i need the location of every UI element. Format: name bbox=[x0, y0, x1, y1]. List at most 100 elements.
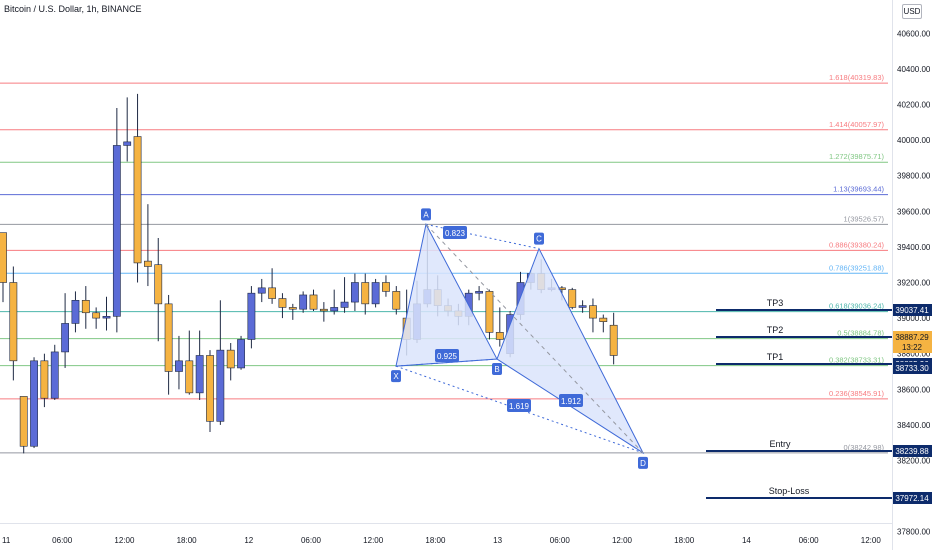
candle-down bbox=[9, 282, 18, 362]
x-tick-label: 12 bbox=[244, 536, 253, 545]
price-axis-label: 38733.30 bbox=[893, 362, 932, 374]
candle-up bbox=[112, 145, 121, 317]
target-label: Entry bbox=[769, 439, 791, 449]
candle-down bbox=[288, 307, 297, 310]
currency-button[interactable]: USD bbox=[902, 4, 922, 19]
price-axis-label-bg bbox=[893, 362, 932, 374]
candle-down bbox=[0, 232, 7, 283]
harmonic-ratio-label: 0.823 bbox=[445, 229, 466, 238]
candle-up bbox=[123, 141, 132, 146]
price-axis-label-text: 38733.30 bbox=[895, 364, 929, 373]
harmonic-point-label: X bbox=[393, 372, 399, 381]
price-axis-label-bg bbox=[893, 331, 932, 353]
price-axis-label-bg bbox=[893, 445, 932, 457]
candle-down bbox=[568, 289, 577, 308]
price-axis-label-bg bbox=[893, 304, 932, 316]
candle-down bbox=[226, 349, 235, 369]
candle-down bbox=[92, 312, 101, 319]
price-axis-label-text: 38887.29 bbox=[895, 333, 929, 342]
harmonic-ratio-badge bbox=[435, 349, 459, 362]
candle-down bbox=[185, 360, 194, 394]
candle-up bbox=[237, 339, 245, 369]
fib-level-label: 0.382(38733.31) bbox=[829, 356, 885, 365]
harmonic-point-label: C bbox=[536, 235, 542, 244]
fib-level-label: 0(38242.98) bbox=[844, 443, 885, 452]
harmonic-point-label: A bbox=[423, 210, 429, 219]
harmonic-ratio-label: 1.619 bbox=[509, 402, 530, 411]
y-tick-label: 38800.00 bbox=[897, 350, 931, 359]
fib-level-label: 1(39526.57) bbox=[844, 214, 885, 223]
x-tick-label: 06:00 bbox=[52, 536, 73, 545]
candle-down bbox=[392, 291, 401, 310]
x-tick-label: 12:00 bbox=[363, 536, 384, 545]
candle-down bbox=[278, 298, 287, 308]
x-tick-label: 12:00 bbox=[861, 536, 882, 545]
candle-up bbox=[50, 351, 59, 399]
price-axis-label-text: 38239.88 bbox=[895, 447, 929, 456]
price-axis-label-text: 37972.14 bbox=[895, 494, 929, 503]
x-tick-label: 11 bbox=[2, 536, 11, 545]
y-tick-label: 39400.00 bbox=[897, 243, 931, 252]
fib-level-label: 1.618(40319.83) bbox=[829, 73, 885, 82]
candle-down bbox=[19, 396, 28, 447]
candle-up bbox=[340, 301, 349, 308]
harmonic-ac-dashed bbox=[425, 223, 540, 250]
x-tick-label: 13 bbox=[493, 536, 502, 545]
target-label: Stop-Loss bbox=[769, 486, 810, 496]
candle-up bbox=[216, 349, 225, 422]
y-tick-label: 39200.00 bbox=[897, 279, 931, 288]
candle-up bbox=[475, 291, 483, 294]
y-tick-label: 38400.00 bbox=[897, 421, 931, 430]
harmonic-xb-dashed bbox=[395, 358, 498, 367]
y-tick-label: 38200.00 bbox=[897, 457, 931, 466]
fib-level-label: 0.886(39380.24) bbox=[829, 240, 885, 249]
candle-down bbox=[589, 305, 597, 319]
candle-up bbox=[102, 316, 111, 319]
candle-down bbox=[361, 282, 370, 305]
price-axis-label: 39037.41 bbox=[893, 304, 932, 316]
fib-level-label: 0.5(38884.78) bbox=[837, 329, 884, 338]
candle-down bbox=[609, 324, 618, 356]
candle-up bbox=[330, 307, 339, 312]
candle-up bbox=[247, 292, 256, 340]
candle-down bbox=[40, 360, 49, 399]
x-tick-label: 06:00 bbox=[550, 536, 571, 545]
candle-up bbox=[371, 282, 380, 305]
harmonic-point-badge bbox=[638, 456, 648, 469]
price-axis-label: 37972.14 bbox=[893, 492, 932, 504]
x-tick-label: 12:00 bbox=[612, 536, 633, 545]
candle-down bbox=[81, 299, 90, 314]
candle-up bbox=[30, 360, 38, 447]
candle-up bbox=[71, 299, 80, 324]
y-tick-label: 40600.00 bbox=[897, 29, 931, 38]
candle-down bbox=[495, 332, 504, 340]
y-tick-label: 39000.00 bbox=[897, 314, 931, 323]
chart-title: Bitcoin / U.S. Dollar, 1h, BINANCE bbox=[4, 4, 142, 14]
candle-down bbox=[485, 291, 494, 333]
target-label: TP3 bbox=[767, 298, 784, 308]
candle-down bbox=[206, 355, 214, 422]
candle-down bbox=[133, 136, 142, 264]
candle-up bbox=[195, 355, 204, 394]
candle-down bbox=[154, 264, 163, 305]
target-label: TP2 bbox=[767, 325, 784, 335]
candle-up bbox=[61, 323, 69, 353]
harmonic-ratio-label: 1.912 bbox=[561, 397, 582, 406]
x-tick-label: 14 bbox=[742, 536, 751, 545]
y-tick-label: 40400.00 bbox=[897, 65, 931, 74]
x-tick-label: 06:00 bbox=[799, 536, 820, 545]
candle-down bbox=[599, 317, 608, 322]
countdown-label: 13:22 bbox=[902, 343, 923, 352]
harmonic-ratio-badge bbox=[507, 399, 531, 412]
harmonic-point-badge bbox=[391, 370, 401, 383]
harmonic-point-label: B bbox=[494, 365, 499, 374]
price-axis-label-text: 39037.41 bbox=[895, 306, 929, 315]
x-tick-label: 06:00 bbox=[301, 536, 322, 545]
candle-down bbox=[319, 308, 328, 312]
x-tick-label: 18:00 bbox=[674, 536, 695, 545]
harmonic-point-badge bbox=[534, 232, 544, 245]
